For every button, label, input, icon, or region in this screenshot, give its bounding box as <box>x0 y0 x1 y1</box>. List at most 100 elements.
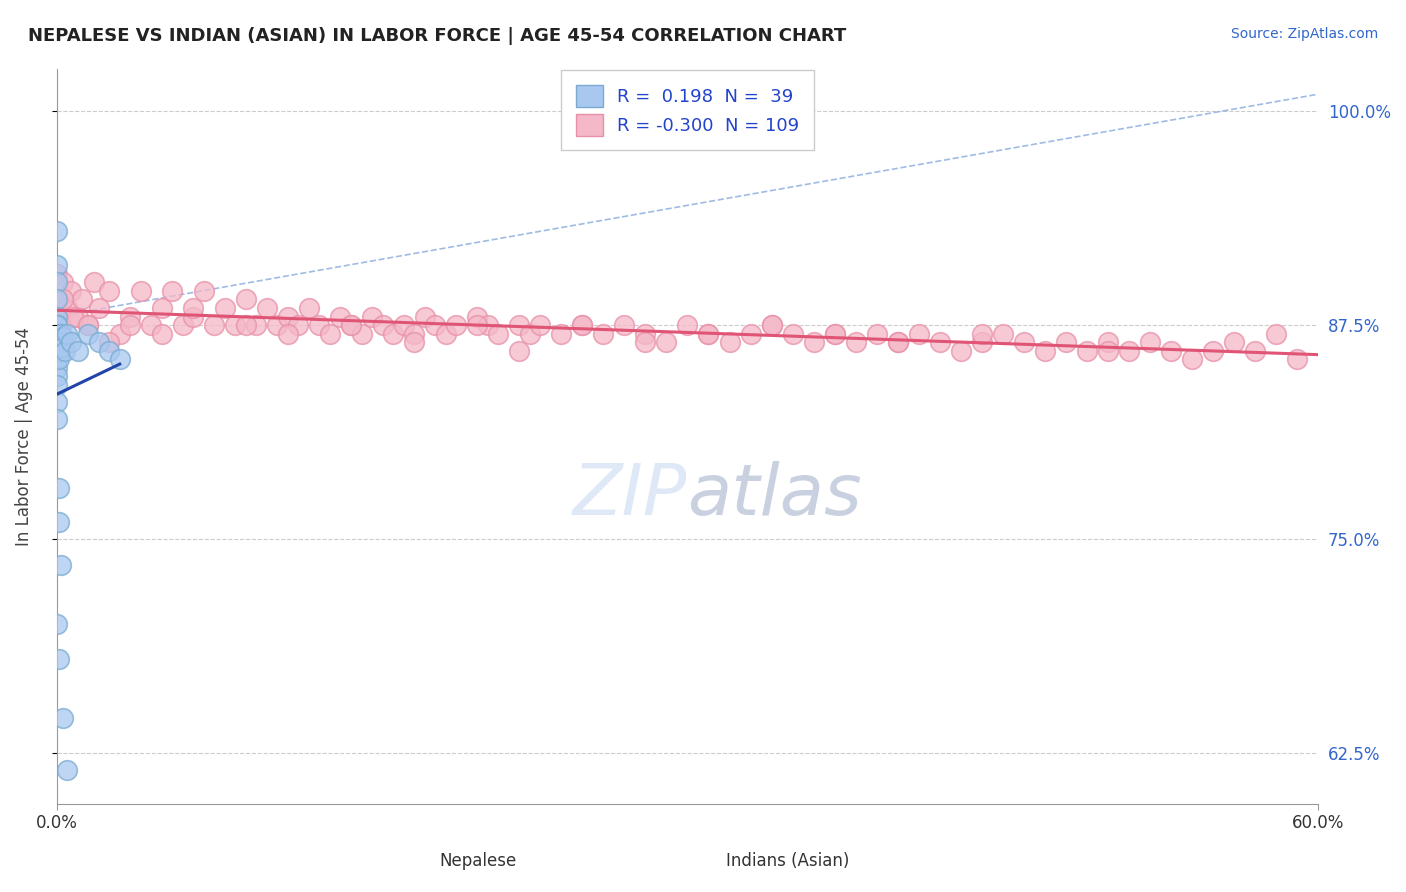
Point <box>655 335 678 350</box>
Text: ZIP: ZIP <box>574 460 688 530</box>
Point <box>486 326 509 341</box>
Point <box>150 326 173 341</box>
Point <box>214 301 236 315</box>
Point <box>465 318 488 332</box>
Text: NEPALESE VS INDIAN (ASIAN) IN LABOR FORCE | AGE 45-54 CORRELATION CHART: NEPALESE VS INDIAN (ASIAN) IN LABOR FORC… <box>28 27 846 45</box>
Point <box>56 326 79 341</box>
Text: atlas: atlas <box>688 460 862 530</box>
Point <box>761 318 783 332</box>
Point <box>718 335 741 350</box>
Point <box>49 318 72 332</box>
Point <box>423 318 446 332</box>
Point <box>697 326 720 341</box>
Point <box>319 326 342 341</box>
Point <box>56 301 79 315</box>
Point <box>697 326 720 341</box>
Point <box>245 318 267 332</box>
Point <box>340 318 363 332</box>
Point <box>508 343 530 358</box>
Point <box>970 326 993 341</box>
Point <box>60 284 83 298</box>
Point <box>1202 343 1225 358</box>
Point <box>970 335 993 350</box>
Point <box>77 318 100 332</box>
Point <box>49 326 72 341</box>
Point <box>845 335 868 350</box>
Point <box>77 318 100 332</box>
Point <box>308 318 330 332</box>
Point <box>1076 343 1098 358</box>
Point <box>45 224 67 238</box>
Point <box>108 326 131 341</box>
Point <box>45 335 67 350</box>
Point <box>392 318 415 332</box>
Y-axis label: In Labor Force | Age 45-54: In Labor Force | Age 45-54 <box>15 326 32 546</box>
Point <box>571 318 593 332</box>
Point <box>340 318 363 332</box>
Point <box>45 352 67 367</box>
Point <box>70 293 93 307</box>
Point <box>45 326 67 341</box>
Point <box>571 318 593 332</box>
Point <box>87 301 110 315</box>
Point <box>886 335 908 350</box>
Point <box>235 318 257 332</box>
Point <box>45 318 67 332</box>
Point <box>162 284 184 298</box>
Point <box>1265 326 1288 341</box>
Point <box>1181 352 1204 367</box>
Point <box>298 301 321 315</box>
Point <box>1160 343 1182 358</box>
Point <box>202 318 225 332</box>
Point <box>928 335 950 350</box>
Point <box>45 258 67 272</box>
Point <box>45 360 67 375</box>
Point <box>150 301 173 315</box>
Point <box>181 310 204 324</box>
Point <box>108 352 131 367</box>
Point <box>529 318 551 332</box>
Point <box>824 326 846 341</box>
Legend: R =  0.198  N =  39, R = -0.300  N = 109: R = 0.198 N = 39, R = -0.300 N = 109 <box>561 70 814 151</box>
Point <box>634 326 657 341</box>
Text: Indians (Asian): Indians (Asian) <box>725 852 849 870</box>
Point <box>371 318 394 332</box>
Point <box>83 275 105 289</box>
Point <box>129 284 152 298</box>
Point <box>740 326 762 341</box>
Point <box>949 343 972 358</box>
Point <box>224 318 246 332</box>
Point <box>53 343 76 358</box>
Point <box>49 335 72 350</box>
Point <box>56 763 79 777</box>
Point <box>98 284 121 298</box>
Point <box>45 293 67 307</box>
Point <box>172 318 194 332</box>
Point <box>48 293 70 307</box>
Point <box>45 310 67 324</box>
Point <box>1286 352 1309 367</box>
Point <box>48 343 70 358</box>
Point <box>866 326 889 341</box>
Point <box>45 617 67 632</box>
Point <box>48 335 70 350</box>
Point <box>62 310 84 324</box>
Point <box>277 310 299 324</box>
Point <box>48 326 70 341</box>
Point <box>120 310 142 324</box>
Point <box>991 326 1014 341</box>
Point <box>235 293 257 307</box>
Point <box>52 711 75 725</box>
Point <box>193 284 215 298</box>
Point <box>592 326 614 341</box>
Point <box>45 275 67 289</box>
Point <box>1097 343 1119 358</box>
Point <box>52 340 75 354</box>
Point <box>48 651 70 665</box>
Point <box>886 335 908 350</box>
Point <box>45 412 67 426</box>
Point <box>803 335 825 350</box>
Point <box>45 318 67 332</box>
Point <box>181 301 204 315</box>
Point <box>634 335 657 350</box>
